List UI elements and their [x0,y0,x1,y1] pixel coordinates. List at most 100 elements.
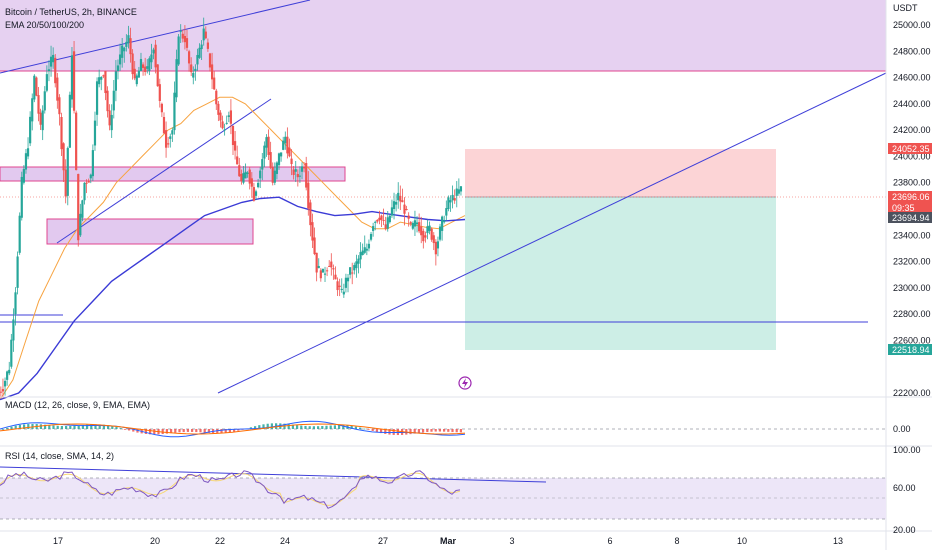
macd-bar [2,429,5,430]
macd-title[interactable]: MACD (12, 26, close, 9, EMA, EMA) [5,400,150,410]
macd-bar [224,429,227,433]
candle-body [0,391,2,393]
candle-body [311,222,314,241]
candle-body [336,281,339,291]
time-axis[interactable]: 17 20 22 24 27 Mar 3 6 8 10 13 [53,536,843,546]
candle-body [75,112,78,171]
stop-loss-area[interactable] [465,149,776,197]
candle-body [380,215,383,220]
candle-body [428,225,431,231]
take-profit-area[interactable] [465,197,776,350]
candle-body [349,267,352,275]
candle-body [150,54,153,63]
candle-body [334,274,337,280]
price-axis[interactable]: USDT 25000.00 24800.00 24600.00 24400.00 242… [885,0,932,550]
candle-body [171,130,174,135]
rising-wedge-line[interactable] [56,98,272,244]
candle-body [219,112,222,121]
macd-bar [182,429,185,433]
candle-body [213,77,216,90]
candle-body [351,272,354,274]
candle-body [221,121,224,129]
candle-body [123,47,126,52]
candle-body [83,182,86,201]
candle-body [282,140,285,150]
candle-body [359,252,362,260]
candle-body [45,74,48,91]
macd-bar [443,429,446,432]
candle-body [236,156,239,165]
macd-bar [56,425,59,429]
candle-body [248,169,251,184]
candle-body [338,285,341,287]
macd-bar [233,429,236,432]
candle-body [223,129,226,131]
candle-body [240,173,243,182]
macd-bar [413,429,416,434]
candle-body [56,77,59,101]
candle-body [81,200,84,218]
macd-bar [426,429,429,433]
date-tick: 20 [150,536,160,546]
macd-bar [287,424,290,429]
macd-bar [325,425,328,429]
candle-body [290,158,293,165]
rsi-line [0,470,461,509]
rsi-divergence-line[interactable] [0,466,547,483]
candle-body [422,230,425,242]
candle-body [420,226,423,236]
rsi-sma-line [0,472,461,506]
macd-bar [27,424,30,429]
price-tick: 25000.00 [893,20,931,30]
macd-bar [455,429,458,433]
macd-bar [329,425,332,429]
price-tag-label: 23694.94 [892,213,930,223]
macd-bar [459,429,462,433]
long-trend-line[interactable] [217,72,887,394]
candle-body [386,217,389,229]
candle-body [254,191,258,196]
candle-body [353,265,356,271]
candle-body [35,77,38,96]
candle-body [26,148,30,157]
candle-body [129,38,132,55]
candle-body [305,163,308,188]
macd-bar [304,425,307,429]
candle-body [10,339,13,367]
candle-body [106,90,109,112]
candle-body [271,167,274,183]
candle-body [374,221,377,223]
upper-supply-zone[interactable] [0,0,886,71]
candle-body [133,68,136,79]
candle-body [307,182,310,209]
candle-body [401,200,404,203]
candle-body [148,58,151,71]
lightning-icon[interactable] [458,376,472,390]
indicator-label[interactable]: EMA 20/50/100/200 [5,20,84,30]
middle-zone[interactable] [0,166,346,182]
macd-pane[interactable]: MACD (12, 26, close, 9, EMA, EMA) 0.00 [0,400,911,438]
symbol-title[interactable]: Bitcoin / TetherUS, 2h, BINANCE [5,7,137,17]
candle-body [20,176,23,218]
macd-bar [195,429,198,433]
rsi-title[interactable]: RSI (14, close, SMA, 14, 2) [5,451,114,461]
candle-body [432,235,435,244]
candle-body [265,137,268,148]
candle-body [47,69,51,71]
date-tick: 8 [674,536,679,546]
macd-bar [317,426,320,429]
macd-bar [228,429,231,433]
candle-body [31,98,34,122]
price-pane[interactable] [0,0,887,401]
candle-body [246,172,249,174]
candle-body [326,270,329,272]
candle-body [415,222,419,225]
macd-bar [258,425,261,429]
rsi-pane[interactable]: RSI (14, close, SMA, 14, 2) 100.00 60.00… [0,445,921,535]
candle-body [29,116,32,144]
candle-body [169,136,172,139]
candle-body [95,81,99,115]
price-tag-label: 22518.94 [892,345,930,355]
candle-body [449,200,452,203]
